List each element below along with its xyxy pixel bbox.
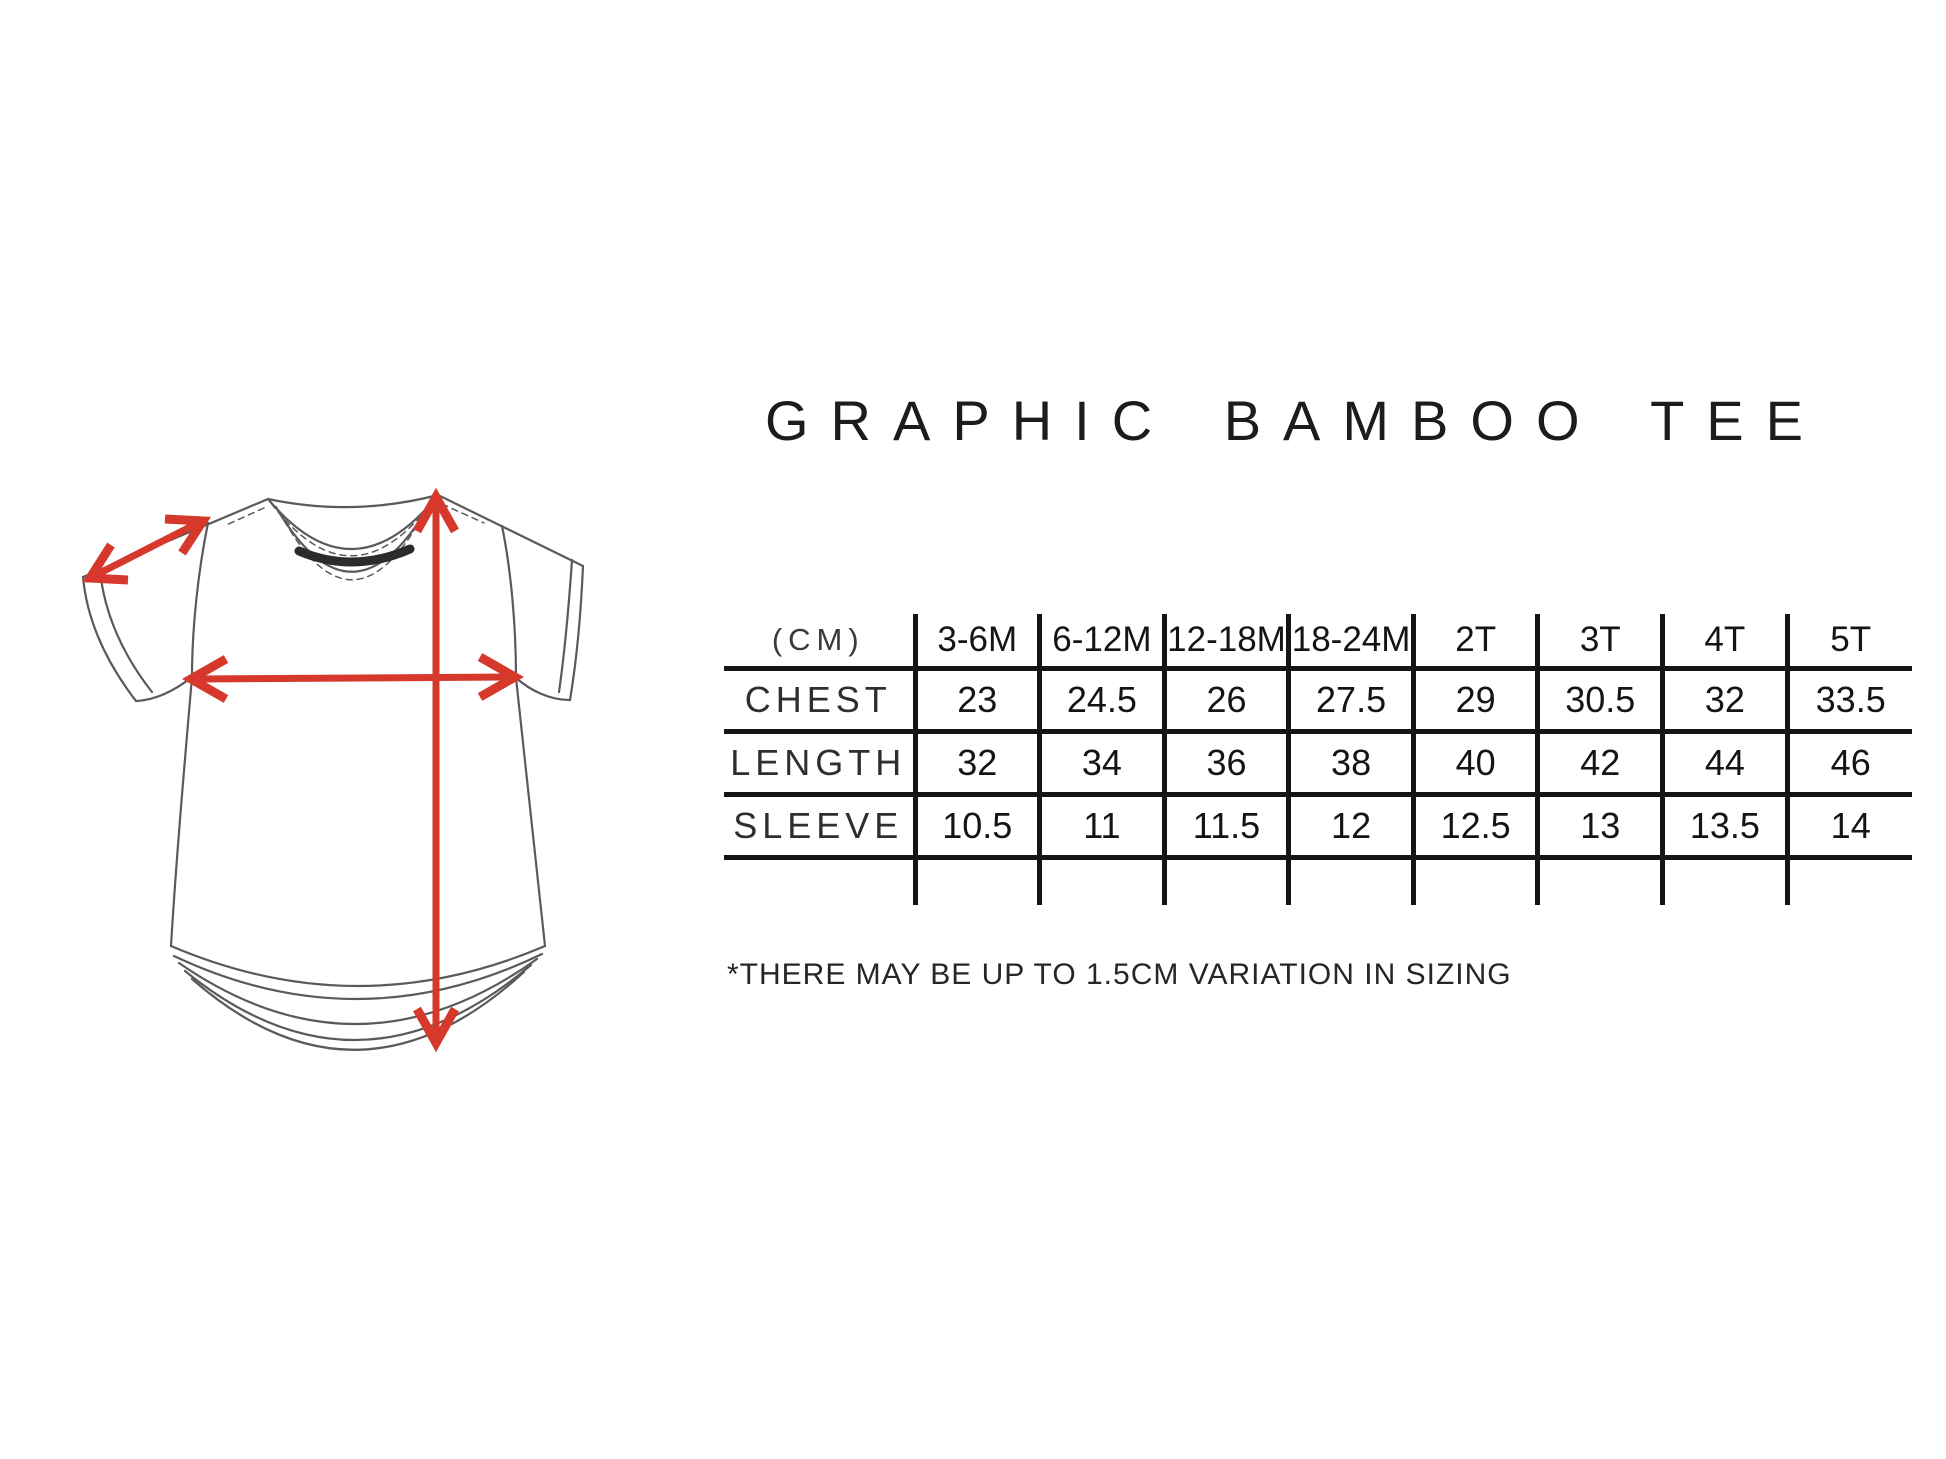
sleeve-value: 13 bbox=[1535, 792, 1663, 858]
shoulder-stitch-right bbox=[441, 503, 485, 524]
right-body-side bbox=[514, 676, 547, 948]
page-title: GRAPHIC BAMBOO TEE bbox=[765, 389, 1825, 452]
column-header-6-12m: 6-12M bbox=[1037, 614, 1165, 669]
column-header-4t: 4T bbox=[1660, 614, 1788, 669]
right-cuff-outer bbox=[568, 564, 585, 702]
row-label-length: LENGTH bbox=[724, 729, 915, 795]
tshirt-outline bbox=[81, 493, 585, 1051]
length-value: 36 bbox=[1161, 729, 1289, 795]
chest-arrow bbox=[181, 653, 525, 703]
collar-stitch-upper bbox=[270, 497, 436, 557]
sleeve-row: SLEEVE 10.5 11 11.5 12 12.5 13 13.5 14 bbox=[724, 792, 1912, 858]
hem-curve-1 bbox=[169, 944, 547, 988]
collar-inner-edge bbox=[274, 500, 433, 573]
length-value: 38 bbox=[1286, 729, 1414, 795]
right-armhole bbox=[500, 524, 518, 680]
sleeve-value: 12 bbox=[1286, 792, 1414, 858]
column-header-12-18m: 12-18M bbox=[1161, 614, 1289, 669]
column-header-3t: 3T bbox=[1535, 614, 1663, 669]
neckline-outer bbox=[266, 493, 440, 551]
length-value: 42 bbox=[1535, 729, 1663, 795]
sleeve-value: 10.5 bbox=[912, 792, 1040, 858]
left-cuff-outer bbox=[81, 575, 138, 703]
length-value: 34 bbox=[1037, 729, 1165, 795]
sleeve-value: 12.5 bbox=[1410, 792, 1538, 858]
length-value: 44 bbox=[1660, 729, 1788, 795]
chest-value: 27.5 bbox=[1286, 666, 1414, 732]
length-value: 32 bbox=[912, 729, 1040, 795]
row-label-chest: CHEST bbox=[724, 666, 915, 732]
column-header-2t: 2T bbox=[1410, 614, 1538, 669]
collar-stitch-lower bbox=[278, 505, 429, 581]
sleeve-arrow bbox=[82, 514, 212, 585]
right-cuff-inner bbox=[557, 558, 574, 694]
chest-value: 30.5 bbox=[1535, 666, 1663, 732]
sleeve-value: 11.5 bbox=[1161, 792, 1289, 858]
column-header-5t: 5T bbox=[1784, 614, 1912, 669]
inner-back-neck-band bbox=[294, 544, 415, 567]
length-value: 46 bbox=[1784, 729, 1912, 795]
left-body-side bbox=[169, 675, 194, 948]
chest-value: 29 bbox=[1410, 666, 1538, 732]
length-arrow bbox=[413, 487, 459, 1053]
chest-value: 23 bbox=[912, 666, 1040, 732]
left-cuff-inner bbox=[98, 568, 154, 694]
table-spacer-row bbox=[724, 855, 1912, 905]
sizing-variation-footnote: *THERE MAY BE UP TO 1.5CM VARIATION IN S… bbox=[727, 958, 1512, 991]
length-row: LENGTH 32 34 36 38 40 42 44 46 bbox=[724, 729, 1912, 795]
table-header-row: (CM) 3-6M 6-12M 12-18M 18-24M 2T 3T 4T 5… bbox=[724, 614, 1912, 669]
length-value: 40 bbox=[1410, 729, 1538, 795]
tshirt-diagram bbox=[81, 487, 585, 1053]
chest-row: CHEST 23 24.5 26 27.5 29 30.5 32 33.5 bbox=[724, 666, 1912, 732]
column-header-3-6m: 3-6M bbox=[912, 614, 1040, 669]
back-neck-line bbox=[266, 493, 440, 509]
left-armhole bbox=[190, 521, 210, 679]
column-header-18-24m: 18-24M bbox=[1286, 614, 1414, 669]
chest-value: 32 bbox=[1660, 666, 1788, 732]
hem-curve-4 bbox=[183, 963, 533, 1042]
row-label-sleeve: SLEEVE bbox=[724, 792, 915, 858]
right-sleeve-bottom bbox=[514, 676, 572, 702]
shoulder-stitch-left bbox=[223, 507, 265, 527]
chest-value: 26 bbox=[1161, 666, 1289, 732]
chest-value: 24.5 bbox=[1037, 666, 1165, 732]
sleeve-value: 11 bbox=[1037, 792, 1165, 858]
right-sleeve-top bbox=[436, 493, 585, 568]
hem-curve-2 bbox=[172, 952, 544, 1001]
hem-curve-3 bbox=[177, 957, 539, 1026]
chest-value: 33.5 bbox=[1784, 666, 1912, 732]
size-table: (CM) 3-6M 6-12M 12-18M 18-24M 2T 3T 4T 5… bbox=[724, 614, 1912, 905]
sleeve-value: 13.5 bbox=[1660, 792, 1788, 858]
measurement-arrows bbox=[82, 487, 525, 1053]
hem-curve-5 bbox=[190, 970, 526, 1051]
unit-label: (CM) bbox=[771, 622, 865, 657]
sleeve-value: 14 bbox=[1784, 792, 1912, 858]
